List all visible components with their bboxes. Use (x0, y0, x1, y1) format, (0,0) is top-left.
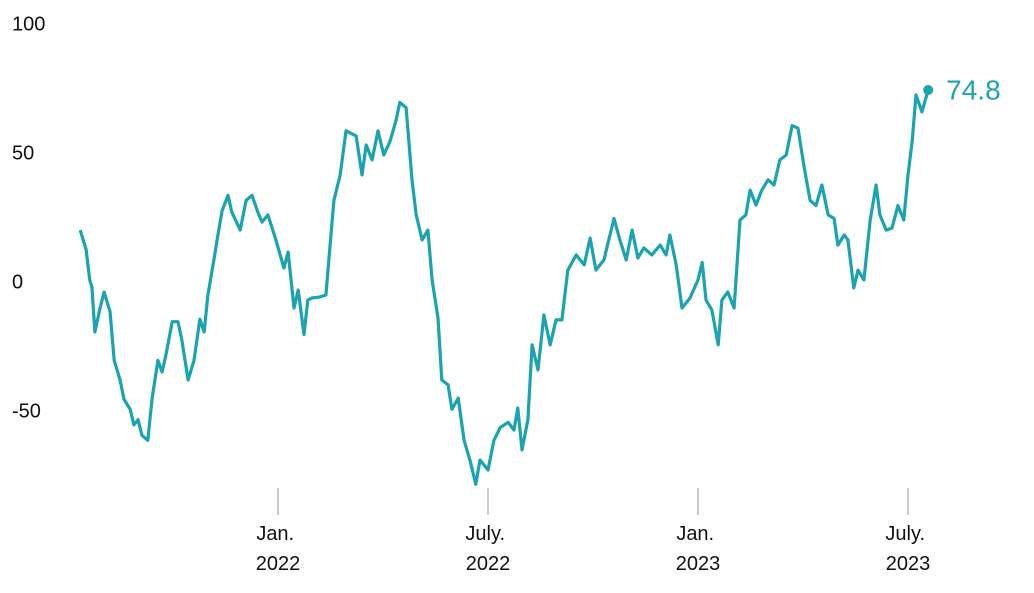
end-point (923, 85, 934, 96)
x-tick-label: Jan. 2023 (676, 523, 721, 575)
y-tick-label: 100 (12, 13, 45, 35)
y-tick-label: -50 (12, 400, 41, 422)
y-tick-label: 0 (12, 271, 23, 293)
line (78, 89, 930, 486)
x-tick-label: July. 2023 (885, 523, 930, 575)
end-label: 74.8 (946, 74, 1001, 105)
x-tick-label: July. 2022 (465, 523, 510, 575)
x-tick-label: Jan. 2022 (256, 523, 301, 575)
y-tick-label: 50 (12, 142, 34, 164)
